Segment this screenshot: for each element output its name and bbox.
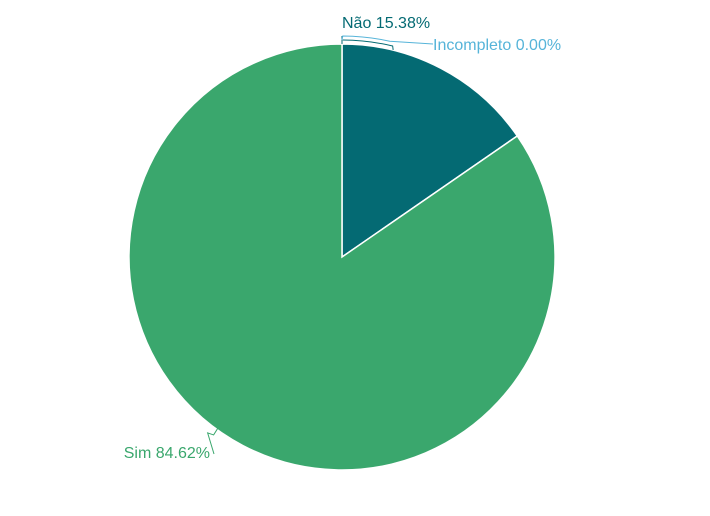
data-label-incompleto: Incompleto 0.00%	[433, 37, 561, 54]
slices-layer	[128, 43, 556, 471]
leader-line-incompleto	[341, 35, 434, 45]
leader-line-sim	[206, 426, 220, 455]
labels-layer: Não 15.38%Incompleto 0.00% Sim 84.62%	[124, 15, 561, 462]
data-label-nao: Não 15.38%	[342, 15, 430, 32]
pie-slice-sim[interactable]	[128, 43, 556, 471]
leader-lines-layer	[206, 35, 434, 455]
pie-slice-nao[interactable]	[341, 43, 519, 259]
data-label-sim: Sim 84.62%	[124, 445, 210, 462]
